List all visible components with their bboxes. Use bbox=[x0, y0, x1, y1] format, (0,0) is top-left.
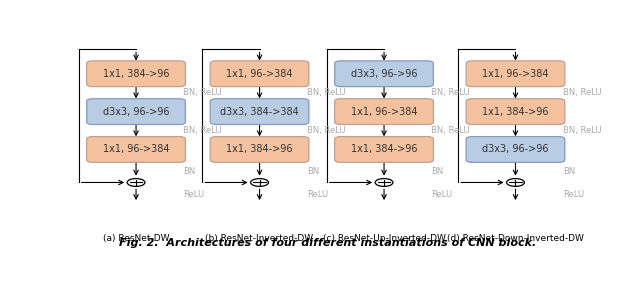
Text: BN, ReLU: BN, ReLU bbox=[307, 126, 346, 135]
Text: 1x1, 384->96: 1x1, 384->96 bbox=[482, 106, 548, 117]
FancyBboxPatch shape bbox=[335, 99, 433, 124]
Text: BN, ReLU: BN, ReLU bbox=[307, 88, 346, 97]
FancyBboxPatch shape bbox=[210, 137, 309, 162]
Text: BN, ReLU: BN, ReLU bbox=[431, 88, 470, 97]
Circle shape bbox=[251, 179, 269, 186]
Text: 1x1, 96->384: 1x1, 96->384 bbox=[482, 69, 548, 79]
Text: BN, ReLU: BN, ReLU bbox=[563, 88, 602, 97]
FancyBboxPatch shape bbox=[466, 99, 565, 124]
Text: d3x3, 96->96: d3x3, 96->96 bbox=[351, 69, 417, 79]
Text: ReLU: ReLU bbox=[563, 190, 584, 199]
Text: 1x1, 384->96: 1x1, 384->96 bbox=[103, 69, 170, 79]
FancyBboxPatch shape bbox=[335, 137, 433, 162]
Text: BN: BN bbox=[563, 167, 575, 176]
Text: (d) ResNet-Down-Inverted-DW: (d) ResNet-Down-Inverted-DW bbox=[447, 234, 584, 243]
Text: Fig. 2.  Architectures of four different instantiations of CNN block.: Fig. 2. Architectures of four different … bbox=[120, 238, 536, 248]
Text: (a) ResNet-DW: (a) ResNet-DW bbox=[103, 234, 170, 243]
Text: d3x3, 96->96: d3x3, 96->96 bbox=[103, 106, 170, 117]
Text: BN, ReLU: BN, ReLU bbox=[184, 126, 222, 135]
Text: 1x1, 96->384: 1x1, 96->384 bbox=[351, 106, 417, 117]
Text: ReLU: ReLU bbox=[307, 190, 328, 199]
Text: 1x1, 384->96: 1x1, 384->96 bbox=[351, 144, 417, 155]
Circle shape bbox=[127, 179, 145, 186]
Text: ReLU: ReLU bbox=[431, 190, 452, 199]
Text: BN: BN bbox=[307, 167, 319, 176]
Text: (c) ResNet-Up-Inverted-DW: (c) ResNet-Up-Inverted-DW bbox=[323, 234, 445, 243]
FancyBboxPatch shape bbox=[466, 137, 565, 162]
Text: d3x3, 96->96: d3x3, 96->96 bbox=[482, 144, 548, 155]
Circle shape bbox=[507, 179, 524, 186]
FancyBboxPatch shape bbox=[86, 61, 186, 87]
FancyBboxPatch shape bbox=[466, 61, 565, 87]
Text: d3x3, 384->384: d3x3, 384->384 bbox=[220, 106, 299, 117]
Text: 1x1, 96->384: 1x1, 96->384 bbox=[227, 69, 293, 79]
FancyBboxPatch shape bbox=[335, 61, 433, 87]
Text: 1x1, 384->96: 1x1, 384->96 bbox=[227, 144, 293, 155]
Text: BN, ReLU: BN, ReLU bbox=[184, 88, 222, 97]
Text: BN, ReLU: BN, ReLU bbox=[431, 126, 470, 135]
Text: BN, ReLU: BN, ReLU bbox=[563, 126, 602, 135]
Text: (b) ResNet-Inverted-DW: (b) ResNet-Inverted-DW bbox=[205, 234, 314, 243]
FancyBboxPatch shape bbox=[86, 99, 186, 124]
FancyBboxPatch shape bbox=[210, 61, 309, 87]
Text: BN: BN bbox=[431, 167, 444, 176]
Text: BN: BN bbox=[184, 167, 196, 176]
Text: 1x1, 96->384: 1x1, 96->384 bbox=[103, 144, 170, 155]
FancyBboxPatch shape bbox=[86, 137, 186, 162]
Text: ReLU: ReLU bbox=[184, 190, 205, 199]
Circle shape bbox=[375, 179, 393, 186]
FancyBboxPatch shape bbox=[210, 99, 309, 124]
